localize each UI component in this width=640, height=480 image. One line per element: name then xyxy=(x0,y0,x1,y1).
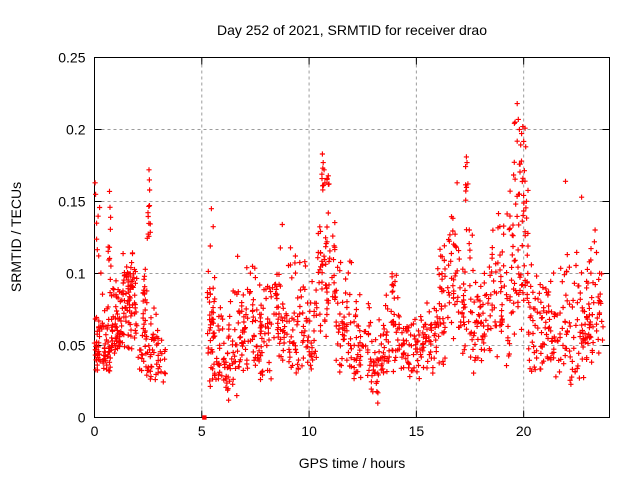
y-tick-label: 0.25 xyxy=(58,50,85,66)
y-axis-label: SRMTID / TECUs xyxy=(8,182,24,292)
x-tick-label: 20 xyxy=(516,423,532,439)
y-tick-label: 0 xyxy=(78,410,86,426)
x-tick-label: 0 xyxy=(91,423,99,439)
plot-border xyxy=(94,57,610,418)
y-tick-label: 0.1 xyxy=(66,266,86,282)
x-tick-label: 5 xyxy=(198,423,206,439)
on-axis-point-marker xyxy=(202,415,207,420)
gridlines xyxy=(95,58,609,417)
x-tick-label: 10 xyxy=(301,423,317,439)
y-tick-label: 0.05 xyxy=(58,338,85,354)
tick-labels: 0 5 10 15 20 0 0.05 0.1 0.15 0.2 0.25 xyxy=(58,50,531,440)
axis-ticks xyxy=(94,57,610,418)
x-axis-label: GPS time / hours xyxy=(299,455,406,471)
chart-title: Day 252 of 2021, SRMTID for receiver dra… xyxy=(217,22,487,38)
y-tick-label: 0.15 xyxy=(58,194,85,210)
scatter-markers xyxy=(91,101,606,406)
data-points-srmtid xyxy=(91,101,606,420)
y-tick-label: 0.2 xyxy=(66,122,86,138)
x-tick-label: 15 xyxy=(409,423,425,439)
